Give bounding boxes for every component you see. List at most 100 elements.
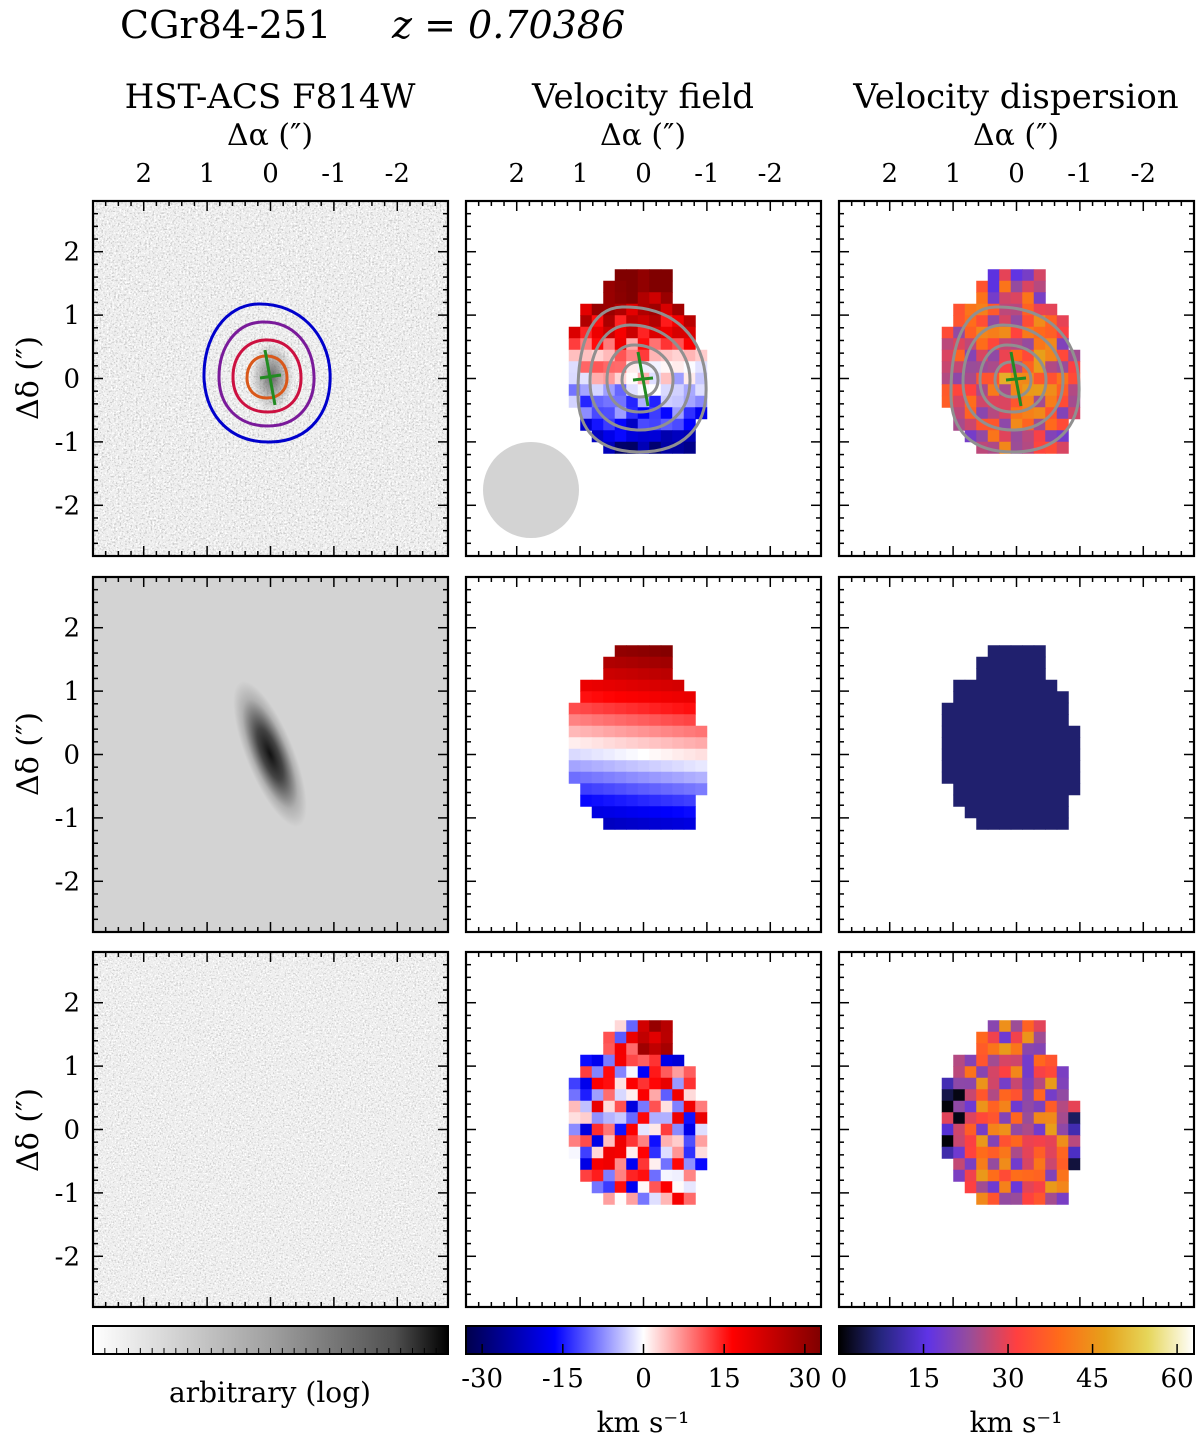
velocity-model-cell	[614, 817, 627, 830]
dispersion-model-cell	[941, 725, 954, 738]
velocity-model-cell	[637, 771, 650, 784]
velocity-model-cell	[568, 748, 581, 761]
velocity-observed-cell	[603, 280, 616, 293]
velocity-model-cell	[568, 714, 581, 727]
dispersion-model-cell	[999, 702, 1012, 715]
y-tick-label: 2	[63, 989, 80, 1019]
velocity-model-cell	[683, 691, 696, 704]
dispersion-observed-cell	[1033, 303, 1046, 316]
dispersion-model-cell	[964, 725, 977, 738]
velocity-model-cell	[672, 737, 685, 750]
column-title-hst: HST-ACS F814W	[125, 77, 416, 117]
velocity-residual-cell	[603, 1146, 616, 1159]
dispersion-residual-cell	[1010, 1112, 1023, 1125]
dispersion-model-cell	[1010, 679, 1023, 692]
velocity-model-cell	[568, 737, 581, 750]
dispersion-residual-cell	[999, 1169, 1012, 1182]
velocity-model-cell	[614, 737, 627, 750]
dispersion-observed-cell	[987, 326, 1000, 339]
panel-dispersion-model	[839, 577, 1194, 932]
velocity-residual-cell	[637, 1112, 650, 1125]
velocity-observed-cell	[695, 384, 708, 397]
velocity-model-cell	[591, 794, 604, 807]
velocity-residual-cell	[683, 1123, 696, 1136]
dispersion-residual-cells	[941, 1020, 1081, 1205]
velocity-residual-cell	[626, 1135, 639, 1148]
dispersion-residual-cell	[964, 1135, 977, 1148]
velocity-observed-cell	[660, 407, 673, 420]
dispersion-residual-cell	[1010, 1158, 1023, 1171]
contour-outer	[202, 302, 332, 444]
velocity-residual-cell	[568, 1089, 581, 1102]
velocity-model-cell	[660, 748, 673, 761]
velocity-model-cell	[614, 748, 627, 761]
x-tick-label: 2	[508, 159, 525, 189]
velocity-residual-cell	[614, 1146, 627, 1159]
dispersion-model-cell	[1022, 645, 1035, 658]
velocity-model-cell	[672, 794, 685, 807]
dispersion-model-cell	[1068, 725, 1081, 738]
dispersion-residual-cell	[953, 1158, 966, 1171]
velocity-model-cell	[603, 794, 616, 807]
dispersion-model-cell	[976, 817, 989, 830]
dispersion-residual-cell	[999, 1181, 1012, 1194]
dispersion-residual-cell	[999, 1043, 1012, 1056]
velocity-model-cell	[603, 656, 616, 669]
panel-hst-residual	[93, 952, 448, 1307]
dispersion-model-cell	[1033, 806, 1046, 819]
dispersion-residual-cell	[953, 1169, 966, 1182]
velocity-residual-cell	[614, 1043, 627, 1056]
velocity-observed-cell	[637, 418, 650, 431]
psf-circle	[483, 442, 579, 538]
dispersion-observed-cell	[964, 372, 977, 385]
dispersion-observed-cell	[1022, 280, 1035, 293]
velocity-model-cell	[683, 817, 696, 830]
velocity-model-cell	[614, 679, 627, 692]
dispersion-model-cell	[976, 783, 989, 796]
dispersion-residual-cell	[987, 1089, 1000, 1102]
velocity-residual-cell	[672, 1169, 685, 1182]
dispersion-model-cell	[1068, 737, 1081, 750]
dispersion-residual-cell	[987, 1192, 1000, 1205]
x-tick-label: 0	[262, 159, 279, 189]
dispersion-residual-cell	[987, 1043, 1000, 1056]
velocity-observed-cell	[568, 349, 581, 362]
dispersion-residual-cell	[999, 1112, 1012, 1125]
dispersion-residual-cell	[953, 1089, 966, 1102]
dispersion-kinematic-axis	[1005, 351, 1027, 407]
velocity-model-cell	[649, 702, 662, 715]
dispersion-model-cell	[964, 679, 977, 692]
dispersion-model-cell	[964, 702, 977, 715]
dispersion-observed-cell	[1010, 280, 1023, 293]
dispersion-model-cell	[941, 702, 954, 715]
velocity-model-cell	[603, 737, 616, 750]
velocity-residual-cell	[580, 1158, 593, 1171]
dispersion-residual-cell	[953, 1135, 966, 1148]
dispersion-observed-cell	[1045, 326, 1058, 339]
velocity-residual-cell	[626, 1043, 639, 1056]
velocity-residual-cell	[614, 1100, 627, 1113]
velocity-residual-cell	[568, 1146, 581, 1159]
dispersion-observed-cell	[1045, 430, 1058, 443]
velocity-residual-cell	[649, 1020, 662, 1033]
velocity-model-cell	[568, 771, 581, 784]
velocity-residual-cell	[614, 1020, 627, 1033]
y-tick-label: -1	[55, 428, 80, 458]
dispersion-residual-cell	[1022, 1123, 1035, 1136]
dispersion-model-cell	[999, 771, 1012, 784]
dispersion-model-cell	[1022, 806, 1035, 819]
velocity-residual-cell	[591, 1100, 604, 1113]
velocity-observed-cell	[580, 407, 593, 420]
velocity-model-cell	[660, 760, 673, 773]
velocity-residual-cell	[614, 1192, 627, 1205]
dispersion-model-cell	[976, 714, 989, 727]
velocity-residual-cell	[626, 1100, 639, 1113]
velocity-model-cell	[672, 714, 685, 727]
dispersion-residual-cell	[953, 1077, 966, 1090]
velocity-residual-cell	[614, 1181, 627, 1194]
dispersion-residual-cell	[1056, 1158, 1069, 1171]
dispersion-observed-cell	[1045, 418, 1058, 431]
velocity-residual-cell	[649, 1123, 662, 1136]
velocity-model-cell	[591, 714, 604, 727]
velocity-observed-cell	[649, 269, 662, 282]
